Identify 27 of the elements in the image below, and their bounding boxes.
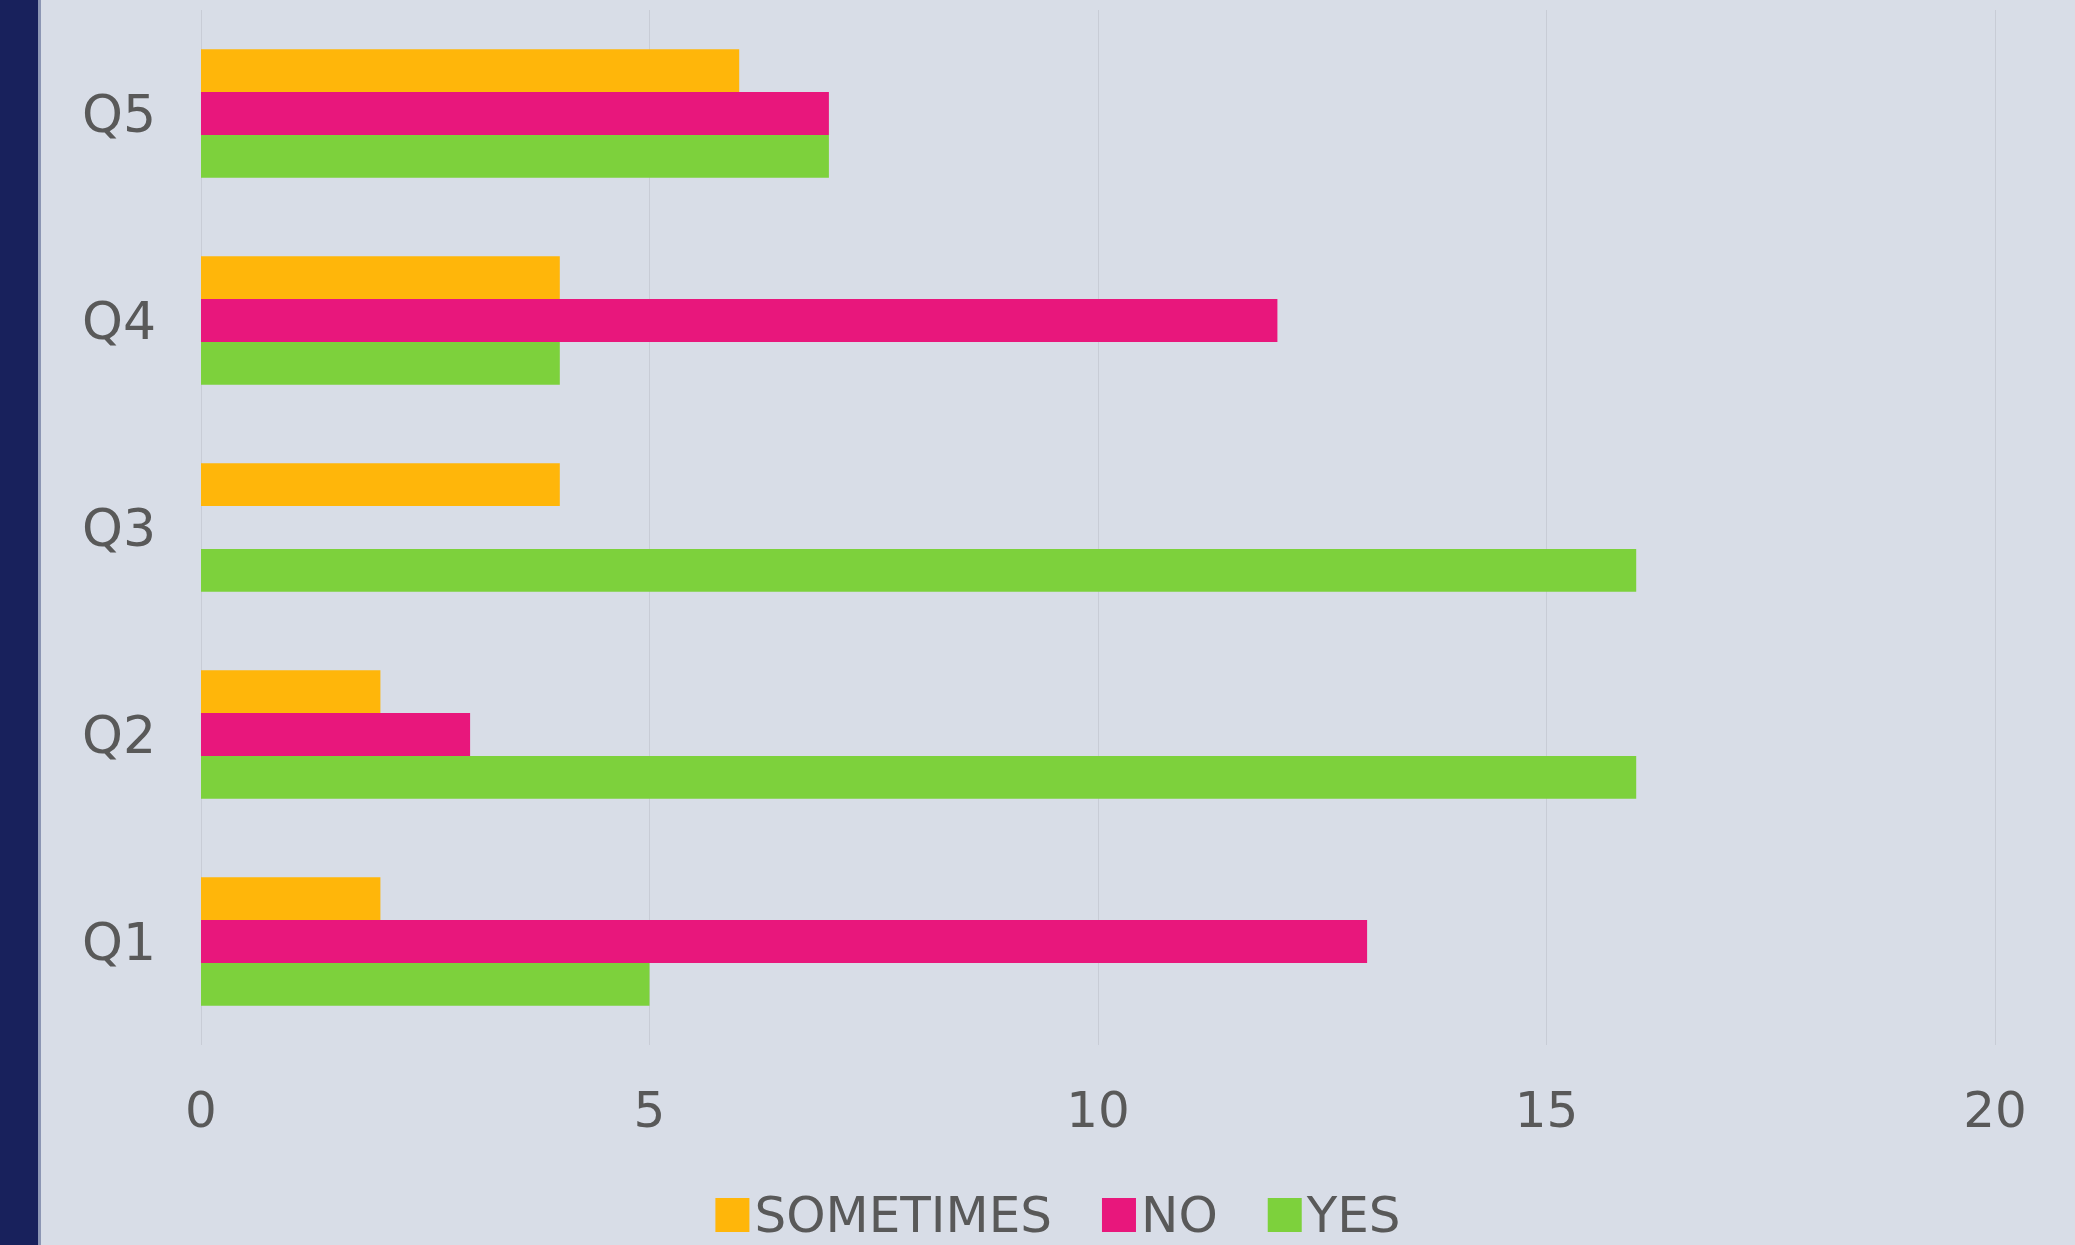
x-tick-label: 0 (185, 1081, 217, 1139)
bar (201, 548, 1637, 592)
bar (201, 256, 560, 300)
x-tick-label: 5 (633, 1081, 666, 1139)
bar (201, 341, 560, 385)
y-tick-label: Q5 (81, 83, 156, 144)
bar (201, 92, 829, 135)
bar (201, 299, 1278, 342)
x-tick-label: 20 (1963, 1081, 2027, 1139)
bar (201, 962, 650, 1006)
y-tick-label: Q1 (81, 911, 156, 972)
y-tick-label: Q2 (81, 704, 156, 765)
bar (201, 134, 829, 178)
y-tick-label: Q4 (81, 290, 156, 351)
bar (201, 713, 471, 756)
bar (201, 49, 740, 93)
x-tick-label: 15 (1514, 1081, 1579, 1139)
bar (201, 755, 1637, 799)
bar (201, 463, 560, 507)
legend-label: SOMETIMES (754, 1186, 1052, 1244)
x-tick-label: 10 (1066, 1081, 1130, 1139)
bar (201, 920, 1368, 963)
legend-label: NO (1140, 1186, 1218, 1244)
y-tick-label: Q3 (81, 497, 156, 558)
legend-label: YES (1305, 1186, 1401, 1244)
bar (201, 670, 381, 714)
bar (201, 877, 381, 921)
